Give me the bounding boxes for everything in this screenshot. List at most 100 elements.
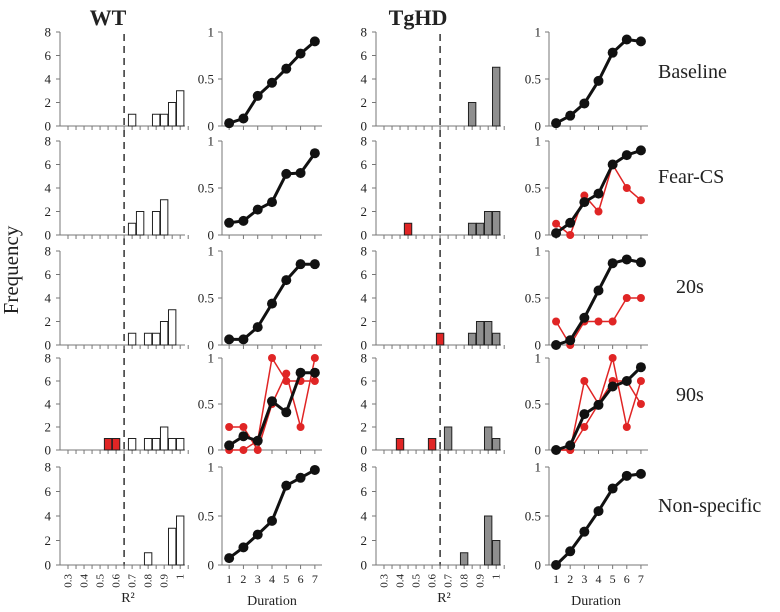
data-point-mean [635, 145, 646, 156]
data-point-red-1 [310, 354, 319, 362]
data-point-mean [309, 259, 320, 270]
hist-y-tick-label: 4 [45, 397, 52, 412]
hist-y-tick-label: 2 [45, 420, 52, 435]
hist-y-tick-label: 4 [361, 181, 368, 196]
data-point-mean [281, 168, 292, 179]
data-point-mean [635, 257, 646, 268]
line-panel-wt-row-1: 00.51 [198, 134, 322, 243]
data-point-mean [238, 431, 249, 442]
hist-bar-tghd-row-1-0 [403, 222, 413, 236]
hist-bar-wt-row-3-5 [159, 426, 169, 451]
line-y-tick-label: 1 [535, 244, 542, 259]
data-point-mean [267, 298, 277, 309]
data-point-mean [551, 560, 562, 570]
data-point-red-1 [566, 231, 575, 239]
data-point-mean [593, 399, 604, 410]
data-point-mean [224, 440, 235, 451]
hist-bar-wt-row-0-0 [127, 113, 137, 127]
hist-y-tick-label: 0 [45, 558, 52, 573]
line-panel-wt-row-3: 00.51 [198, 351, 322, 458]
hist-y-tick-label: 4 [361, 291, 368, 306]
hist-panel-wt-row-2: 0 2 4 6 8 [45, 244, 189, 353]
hist-x-tick-label: 0.3 [379, 574, 391, 588]
hist-bar-wt-row-0-1 [151, 113, 161, 127]
hist-y-tick-label: 4 [361, 509, 368, 524]
line-y-tick-label: 0.5 [198, 181, 214, 196]
hist-bar-tghd-row-2-0 [435, 332, 445, 346]
data-point-red-2 [239, 446, 248, 454]
header-tghd: TgHD [389, 5, 448, 30]
hist-x-tick-label: 0.5 [411, 574, 423, 588]
line-x-tick-label: 4 [269, 572, 275, 586]
series-line-wt-row-1-mean [228, 152, 317, 225]
line-y-tick-label: 0 [208, 338, 215, 353]
hist-bar-wt-row-3-4 [151, 438, 161, 451]
data-point-mean [281, 275, 292, 286]
hist-bar-tghd-row-0-1 [492, 66, 501, 127]
hist-y-tick-label: 6 [45, 374, 52, 389]
data-point-red-1 [636, 294, 645, 302]
hist-bar-wt-row-1-2 [151, 211, 161, 236]
hist-x-tick-label: 0.9 [475, 574, 487, 588]
line-x-tick-label: 3 [255, 572, 261, 586]
data-point-mean [621, 376, 632, 386]
line-y-tick-label: 1 [535, 460, 542, 475]
hist-panel-wt-row-0: 0 2 4 6 8 [45, 25, 189, 134]
hist-y-tick-label: 6 [45, 484, 52, 499]
hist-panel-tghd-row-1: 0 2 4 6 8 [361, 134, 505, 243]
row-label-non-specific: Non-specific [658, 495, 761, 517]
data-point-red-1 [296, 423, 305, 431]
hist-x-tick-label: 0.5 [95, 574, 107, 588]
hist-y-tick-label: 8 [45, 25, 52, 40]
row-label-20s: 20s [676, 276, 704, 298]
line-x-tick-label: 1 [226, 572, 232, 586]
line-y-tick-label: 0.5 [198, 72, 214, 87]
hist-y-tick-label: 6 [361, 374, 368, 389]
hist-bar-tghd-row-3-1 [427, 438, 437, 451]
hist-x-tick-label: 0.7 [443, 574, 455, 588]
line-x-tick-label: 7 [312, 572, 318, 586]
hist-y-tick-label: 2 [45, 314, 52, 329]
data-point-mean [565, 546, 576, 557]
data-point-red-2 [636, 400, 645, 408]
line-x-tick-label: 7 [638, 572, 644, 586]
data-point-red-2 [282, 377, 291, 385]
data-point-mean [593, 188, 604, 199]
data-point-red-1 [608, 354, 617, 362]
line-y-tick-label: 0 [535, 228, 542, 243]
hist-x-tick-label: 0.4 [79, 574, 91, 588]
hist-bar-wt-row-4-0 [143, 552, 153, 566]
data-point-mean [267, 396, 277, 407]
hist-y-tick-label: 2 [361, 314, 368, 329]
hist-bar-wt-row-1-3 [159, 199, 169, 236]
series-line-tghd-row-3-red-2 [556, 380, 642, 451]
hist-bar-wt-row-2-0 [127, 332, 137, 346]
data-point-mean [565, 335, 576, 346]
hist-y-tick-label: 6 [45, 267, 52, 282]
hist-bar-wt-row-2-1 [143, 332, 153, 346]
data-point-mean [281, 63, 292, 74]
hist-y-tick-label: 6 [361, 48, 368, 63]
hist-y-tick-label: 8 [361, 25, 368, 40]
line-y-tick-label: 0 [208, 443, 215, 458]
hist-y-tick-label: 2 [361, 95, 368, 110]
line-y-tick-label: 0 [535, 443, 542, 458]
line-y-tick-label: 1 [535, 134, 542, 149]
data-point-mean [252, 204, 263, 215]
data-point-mean [635, 36, 646, 47]
data-point-mean [295, 472, 306, 483]
hist-panel-tghd-row-3: 0 2 4 6 8 [361, 351, 505, 458]
line-y-tick-label: 0 [535, 558, 542, 573]
hist-bar-wt-row-3-6 [167, 438, 177, 451]
hist-x-tick-label: 0.6 [427, 574, 439, 588]
hist-panel-wt-row-1: 0 2 4 6 8 [45, 134, 189, 243]
data-point-red-1 [594, 317, 603, 326]
line-y-tick-label: 0.5 [525, 291, 541, 306]
hist-bar-wt-row-2-3 [159, 321, 169, 346]
line-panel-tghd-row-0: 00.51 [525, 25, 648, 134]
row-label-90s: 90s [676, 384, 704, 406]
line-y-tick-label: 1 [208, 25, 215, 40]
line-x-tick-label: 6 [298, 572, 304, 586]
hist-bar-wt-row-0-3 [167, 102, 177, 127]
